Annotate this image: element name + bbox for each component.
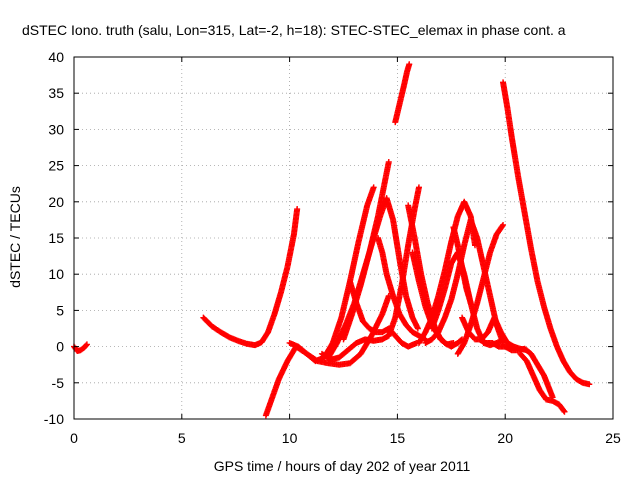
data-point <box>467 300 474 307</box>
data-point <box>370 184 377 191</box>
data-point <box>561 408 568 415</box>
data-series-8 <box>346 278 420 350</box>
y-tick-label: 5 <box>56 302 64 318</box>
data-point <box>406 61 413 68</box>
data-point <box>586 381 593 388</box>
data-point <box>83 342 90 349</box>
y-tick-label: -5 <box>52 375 65 391</box>
data-series-17 <box>454 221 507 357</box>
x-tick-label: 15 <box>390 430 406 446</box>
data-series-1 <box>71 341 90 354</box>
x-tick-label: 10 <box>282 430 298 446</box>
y-tick-label: 15 <box>48 230 64 246</box>
x-tick-label: 25 <box>605 430 621 446</box>
x-tick-label: 5 <box>178 430 186 446</box>
data-point <box>414 325 421 332</box>
data-point <box>499 223 506 230</box>
y-tick-label: 25 <box>48 158 64 174</box>
data-series-19 <box>476 336 556 401</box>
data-series-4 <box>286 184 377 365</box>
data-point <box>415 184 422 191</box>
x-tick-label: 0 <box>70 430 78 446</box>
x-axis-label: GPS time / hours of day 202 of year 2011 <box>214 458 471 474</box>
chart-title: dSTEC Iono. truth (salu, Lon=315, Lat=-2… <box>22 22 566 38</box>
data-series-20 <box>500 79 593 388</box>
data-point <box>560 407 567 414</box>
y-axis-label: dSTEC / TECUs <box>7 186 23 288</box>
data-point <box>83 341 90 348</box>
data-point <box>500 221 507 228</box>
data-series-7 <box>340 158 392 343</box>
axis-ticks: 0 5 10 15 20 25 -10 -5 0 5 10 15 20 25 30 35 40 <box>44 49 621 446</box>
y-tick-label: -10 <box>44 411 64 427</box>
y-tick-label: 20 <box>48 194 64 210</box>
data-point <box>385 158 392 165</box>
data-series-9 <box>374 235 429 343</box>
data-points <box>71 61 593 419</box>
y-tick-label: 0 <box>56 339 64 355</box>
y-tick-label: 10 <box>48 266 64 282</box>
x-tick-label: 20 <box>497 430 513 446</box>
data-series-16 <box>450 224 474 307</box>
y-tick-label: 40 <box>48 49 64 65</box>
y-tick-label: 35 <box>48 85 64 101</box>
data-series-10 <box>392 61 413 126</box>
data-point <box>294 206 301 213</box>
data-series-21 <box>517 350 568 415</box>
y-tick-label: 30 <box>48 121 64 137</box>
data-series-2 <box>200 206 301 349</box>
